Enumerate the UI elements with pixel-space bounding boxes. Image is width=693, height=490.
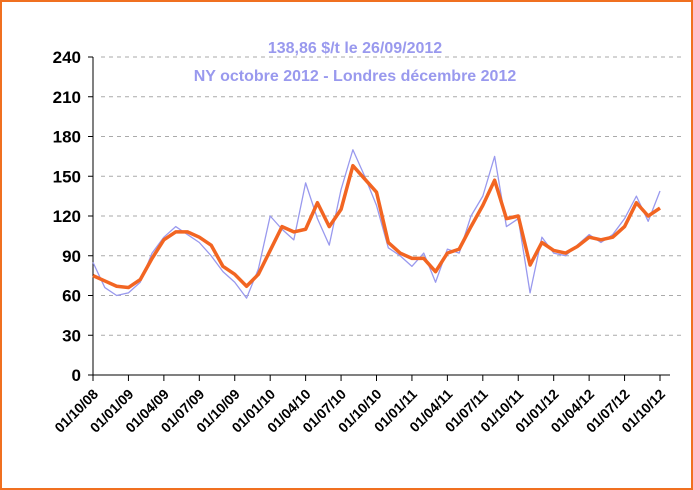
y-tick-label: 90 (62, 247, 81, 266)
y-tick-label: 240 (53, 48, 81, 67)
y-tick-label: 30 (62, 326, 81, 345)
y-tick-label: 120 (53, 207, 81, 226)
y-tick-label: 150 (53, 167, 81, 186)
chart-title: 138,86 $/t le 26/09/2012 (268, 40, 442, 57)
y-tick-label: 0 (72, 366, 81, 385)
series-line (92, 163, 661, 290)
y-tick-label: 60 (62, 287, 81, 306)
y-tick-label: 210 (53, 88, 81, 107)
series-line (92, 149, 661, 299)
y-tick-label: 180 (53, 128, 81, 147)
chart-subtitle: NY octobre 2012 - Londres décembre 2012 (194, 68, 517, 85)
